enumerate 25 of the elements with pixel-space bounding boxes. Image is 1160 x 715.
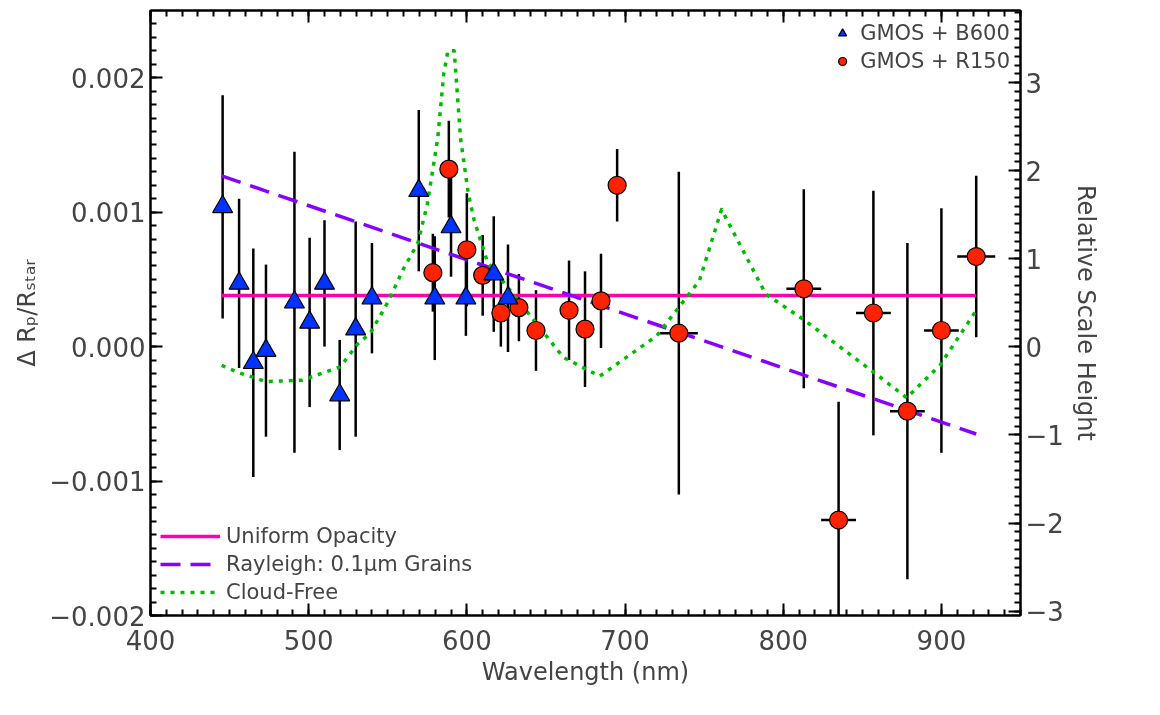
x-tick-label: 400 <box>125 625 176 656</box>
y-axis-title: Δ Rₚ/Rₛₜₐᵣ <box>13 258 42 367</box>
y-tick-label: 0.001 <box>71 198 146 229</box>
y2-tick-label: 0 <box>1025 332 1043 363</box>
legend-label: Rayleigh: 0.1μm Grains <box>226 551 473 577</box>
x-tick-label: 900 <box>916 625 967 656</box>
y2-tick-label: 3 <box>1025 68 1043 99</box>
y-tick-label: 0.000 <box>71 332 146 363</box>
x-tick-label: 800 <box>758 625 809 656</box>
x-tick-label: 600 <box>442 625 492 656</box>
y-tick-label: 0.002 <box>71 63 146 94</box>
x-axis-title: Wavelength (nm) <box>481 657 690 686</box>
y2-tick-label: 1 <box>1025 244 1043 275</box>
legend-label: Uniform Opacity <box>226 523 397 549</box>
y2-tick-label: 2 <box>1025 156 1043 187</box>
legend-label: Cloud-Free <box>226 579 339 605</box>
legend-label: GMOS + R150 <box>860 48 1010 74</box>
y2-tick-label: −3 <box>1025 597 1064 628</box>
x-tick-label: 700 <box>600 625 650 656</box>
x-tick-label: 500 <box>283 625 334 656</box>
y2-axis-title: Relative Scale Height <box>1071 185 1100 441</box>
y2-tick-label: −1 <box>1025 420 1064 451</box>
legend-label: GMOS + B600 <box>860 20 1010 46</box>
y2-tick-label: −2 <box>1025 509 1064 540</box>
y-tick-label: −0.001 <box>49 467 146 498</box>
